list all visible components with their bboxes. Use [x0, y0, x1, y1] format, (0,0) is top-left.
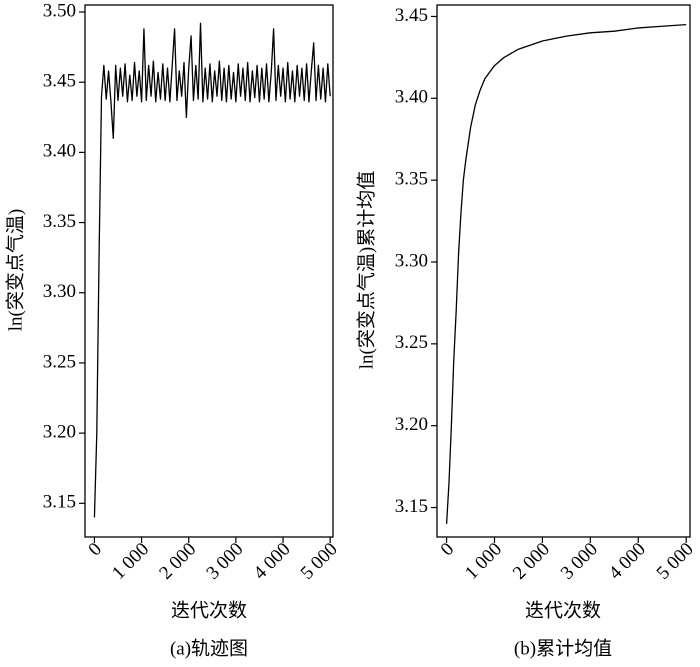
- y-axis-label: ln(突变点气温)累计均值: [355, 171, 377, 369]
- x-tick-label: 0: [84, 539, 106, 561]
- y-tick-label: 3.40: [395, 87, 428, 108]
- x-tick-label: 1 000: [108, 539, 153, 584]
- data-line: [93, 22, 331, 518]
- plot-frame: [84, 4, 334, 538]
- x-axis-label: 迭代次数: [171, 599, 247, 621]
- x-tick-label: 3 000: [557, 539, 602, 584]
- x-tick-label: 4 000: [605, 539, 650, 584]
- x-tick-label: 1 000: [461, 539, 506, 584]
- y-tick-label: 3.35: [395, 169, 428, 190]
- caption: (a)轨迹图: [170, 637, 248, 659]
- y-tick-label: 3.45: [43, 71, 76, 92]
- y-tick-label: 3.30: [395, 250, 428, 271]
- y-tick-label: 3.25: [43, 351, 76, 372]
- y-tick-label: 3.15: [395, 496, 428, 517]
- x-tick-label: 5 000: [297, 539, 342, 584]
- y-tick-label: 3.30: [43, 281, 76, 302]
- x-tick-label: 5 000: [653, 539, 698, 584]
- y-tick-label: 3.20: [43, 421, 76, 442]
- y-tick-label: 3.35: [43, 211, 76, 232]
- y-tick-label: 3.25: [395, 332, 428, 353]
- y-tick-label: 3.20: [395, 414, 428, 435]
- y-tick-label: 3.50: [43, 0, 76, 21]
- x-tick-label: 2 000: [509, 539, 554, 584]
- x-tick-label: 2 000: [155, 539, 200, 584]
- y-axis-label: ln(突变点气温): [4, 209, 26, 331]
- y-tick-label: 3.40: [43, 141, 76, 162]
- x-tick-label: 3 000: [202, 539, 247, 584]
- x-tick-label: 4 000: [250, 539, 295, 584]
- y-tick-label: 3.15: [43, 492, 76, 513]
- y-tick-label: 3.45: [395, 5, 428, 26]
- plot-frame: [436, 4, 691, 538]
- data-line: [445, 23, 687, 524]
- x-tick-label: 0: [437, 539, 459, 561]
- x-axis-label: 迭代次数: [525, 599, 601, 621]
- caption: (b)累计均值: [514, 637, 612, 659]
